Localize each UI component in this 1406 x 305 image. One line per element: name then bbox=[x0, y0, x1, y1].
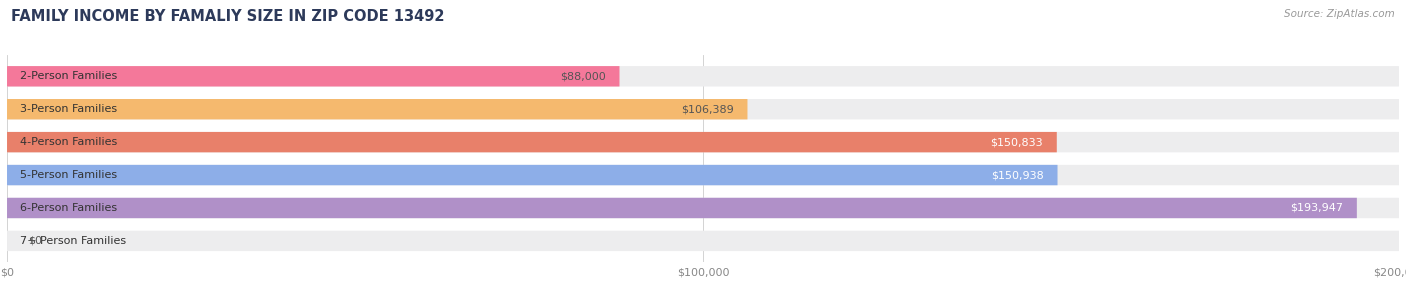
Text: $88,000: $88,000 bbox=[560, 71, 606, 81]
Text: $150,938: $150,938 bbox=[991, 170, 1043, 180]
FancyBboxPatch shape bbox=[7, 66, 620, 87]
FancyBboxPatch shape bbox=[7, 99, 748, 120]
Text: $0: $0 bbox=[28, 236, 42, 246]
FancyBboxPatch shape bbox=[7, 198, 1357, 218]
Text: 4-Person Families: 4-Person Families bbox=[20, 137, 117, 147]
FancyBboxPatch shape bbox=[7, 132, 1399, 152]
Text: 3-Person Families: 3-Person Families bbox=[20, 104, 117, 114]
Text: Source: ZipAtlas.com: Source: ZipAtlas.com bbox=[1284, 9, 1395, 19]
FancyBboxPatch shape bbox=[7, 66, 1399, 87]
FancyBboxPatch shape bbox=[7, 198, 1399, 218]
FancyBboxPatch shape bbox=[7, 165, 1057, 185]
Text: 6-Person Families: 6-Person Families bbox=[20, 203, 117, 213]
FancyBboxPatch shape bbox=[7, 165, 1399, 185]
FancyBboxPatch shape bbox=[7, 99, 1399, 120]
Text: FAMILY INCOME BY FAMALIY SIZE IN ZIP CODE 13492: FAMILY INCOME BY FAMALIY SIZE IN ZIP COD… bbox=[11, 9, 444, 24]
Text: $150,833: $150,833 bbox=[990, 137, 1043, 147]
FancyBboxPatch shape bbox=[7, 132, 1057, 152]
Text: 5-Person Families: 5-Person Families bbox=[20, 170, 117, 180]
FancyBboxPatch shape bbox=[7, 231, 1399, 251]
Text: 7+ Person Families: 7+ Person Families bbox=[20, 236, 125, 246]
Text: 2-Person Families: 2-Person Families bbox=[20, 71, 117, 81]
Text: $106,389: $106,389 bbox=[681, 104, 734, 114]
Text: $193,947: $193,947 bbox=[1289, 203, 1343, 213]
